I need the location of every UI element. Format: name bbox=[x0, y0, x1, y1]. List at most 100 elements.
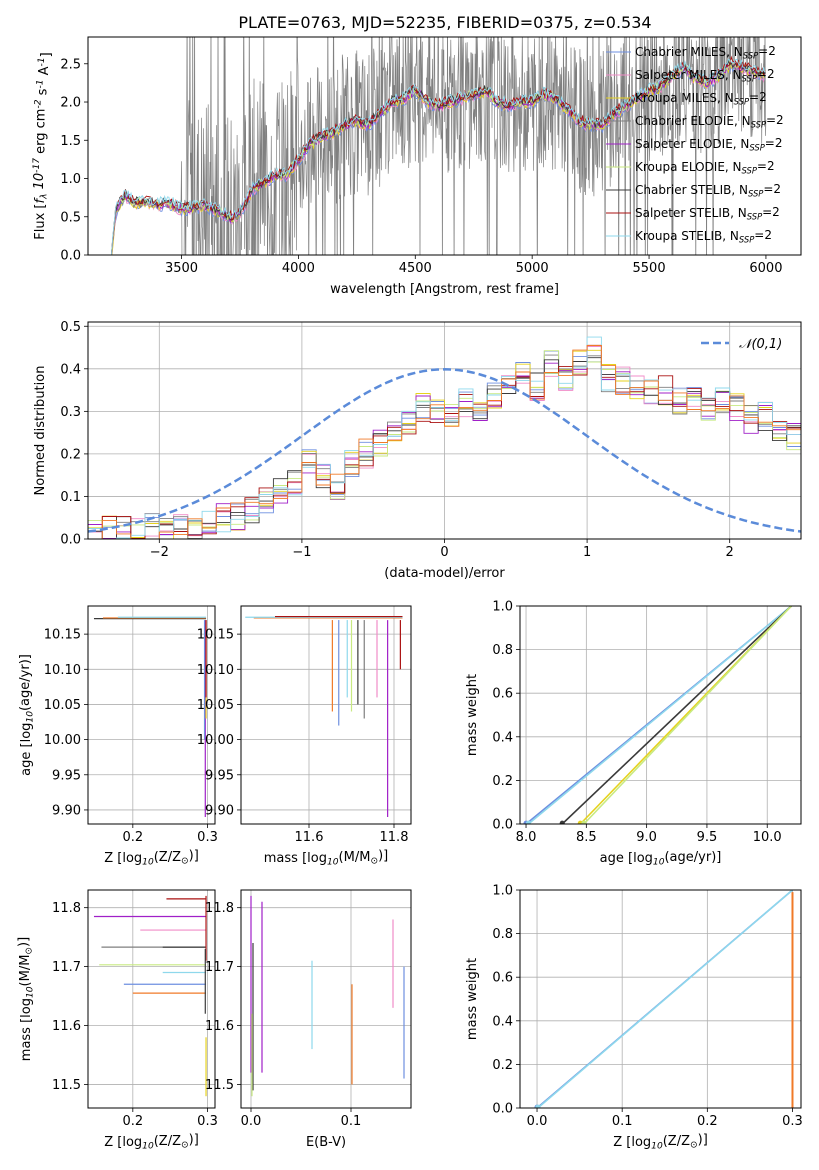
cumulative-weight-line bbox=[583, 606, 792, 824]
plot-content bbox=[520, 606, 801, 824]
y-tick-label: 0.4 bbox=[60, 362, 81, 377]
axes-frame: 0.0 0.1 11.5 11.6 11.7 11.8 E(B-V) bbox=[205, 889, 412, 1150]
x-tick-label: 11.6 bbox=[295, 830, 324, 845]
y-tick-label: 9.95 bbox=[205, 768, 234, 783]
gaussian-reference-line bbox=[88, 368, 801, 533]
y-tick-label: 0.5 bbox=[60, 320, 81, 335]
model-spectrum-line bbox=[111, 58, 766, 255]
y-tick-label: 2.0 bbox=[60, 96, 81, 111]
y-tick-label: 0.4 bbox=[492, 730, 513, 745]
x-tick-label: 4500 bbox=[399, 261, 432, 276]
plot-area bbox=[241, 606, 411, 824]
plot-content bbox=[241, 890, 411, 1108]
y-tick-label: 10.15 bbox=[197, 628, 234, 643]
plot-content bbox=[88, 890, 215, 1108]
y-tick-label: 0.0 bbox=[492, 818, 513, 833]
legend-label: Kroupa ELODIE, NSSP​=2 bbox=[635, 159, 775, 176]
axes-frame: 11.6 11.8 9.90 9.95 10.00 10.05 10.10 10.15 mass… bbox=[197, 605, 412, 868]
histogram-step-line bbox=[88, 346, 801, 539]
weight-marker bbox=[559, 820, 565, 824]
y-tick-label: 0.8 bbox=[492, 927, 513, 942]
y-tick-label: 11.7 bbox=[52, 960, 81, 975]
axes-border bbox=[87, 605, 216, 825]
y-tick-label: 11.5 bbox=[52, 1078, 81, 1093]
age-vs-metallicity-panel: 0.2 0.3 9.90 9.95 10.00 10.05 10.10 10.15 Z [log… bbox=[18, 605, 218, 868]
axes-border bbox=[240, 605, 412, 825]
x-tick-label: 3500 bbox=[165, 261, 198, 276]
y-tick-label: 0.0 bbox=[492, 1102, 513, 1117]
legend-label: Chabrier MILES, NSSP​=2 bbox=[635, 44, 776, 61]
legend-label: Salpeter STELIB, NSSP​=2 bbox=[635, 205, 780, 222]
histogram-step-line bbox=[88, 350, 801, 539]
histogram-step-line bbox=[88, 354, 801, 539]
x-tick-label: 6000 bbox=[749, 261, 782, 276]
y-tick-label: 10.10 bbox=[44, 663, 81, 678]
y-tick-label: 0.2 bbox=[492, 774, 513, 789]
axes-frame: 0.2 0.3 9.90 9.95 10.00 10.05 10.10 10.15 Z [log… bbox=[18, 605, 218, 868]
x-tick-label: 11.8 bbox=[380, 830, 409, 845]
x-tick-label: 0 bbox=[440, 545, 448, 560]
weight-vs-metallicity-panel: 0.0 0.1 0.2 0.3 0.0 0.2 0.4 0.6 0.8 1.0 Z [log10​(… bbox=[465, 884, 803, 1152]
y-tick-label: 0.0 bbox=[60, 533, 81, 548]
axes-border bbox=[240, 889, 412, 1109]
y-tick-label: 1.0 bbox=[492, 884, 513, 899]
y-tick-label: 0.1 bbox=[60, 490, 81, 505]
x-tick-label: 0.0 bbox=[241, 1114, 262, 1129]
x-tick-label: 0.1 bbox=[341, 1114, 362, 1129]
x-axis-label: Z [log10​(Z/Z⊙​)] bbox=[104, 1133, 199, 1152]
weight-marker bbox=[581, 820, 587, 824]
x-tick-label: 0.0 bbox=[527, 1114, 548, 1129]
x-axis-label: E(B-V) bbox=[306, 1135, 346, 1150]
axes-border bbox=[87, 321, 802, 540]
y-tick-label: 11.8 bbox=[205, 901, 234, 916]
legend-label: Salpeter MILES, NSSP​=2 bbox=[635, 67, 775, 84]
y-tick-label: 1.0 bbox=[60, 172, 81, 187]
axes-frame: 8.0 8.5 9.0 9.5 10.0 0.0 0.2 0.4 0.6 0.8 1.0 age [l… bbox=[465, 600, 802, 868]
legend-label: Kroupa STELIB, NSSP​=2 bbox=[635, 228, 772, 245]
cumulative-weight-line bbox=[537, 890, 794, 1108]
y-tick-label: 1.0 bbox=[492, 600, 513, 615]
y-tick-label: 0.8 bbox=[492, 643, 513, 658]
x-tick-label: 4000 bbox=[282, 261, 315, 276]
plot-content bbox=[110, 37, 767, 255]
x-axis-label: mass [log10​(M/M⊙​)] bbox=[264, 849, 388, 868]
x-tick-label: 1 bbox=[583, 545, 591, 560]
y-axis-label: mass weight bbox=[465, 958, 480, 1040]
y-tick-label: 10.05 bbox=[197, 698, 234, 713]
mass-vs-metallicity-panel: 0.2 0.3 11.5 11.6 11.7 11.8 Z [log10​(Z/Z⊙​)] m… bbox=[17, 889, 218, 1152]
model-spectrum-line bbox=[111, 62, 766, 255]
y-tick-label: 10.10 bbox=[197, 663, 234, 678]
weight-marker bbox=[535, 1104, 541, 1108]
x-tick-label: 5500 bbox=[633, 261, 666, 276]
legend-label: Chabrier STELIB, NSSP​=2 bbox=[635, 182, 781, 199]
x-tick-label: 0.2 bbox=[122, 1114, 143, 1129]
x-tick-label: 0.2 bbox=[697, 1114, 718, 1129]
x-axis-label: Z [log10​(Z/Z⊙​)] bbox=[613, 1133, 708, 1152]
x-tick-label: 10.0 bbox=[753, 830, 782, 845]
y-tick-label: 0.6 bbox=[492, 687, 513, 702]
y-tick-label: 9.95 bbox=[52, 768, 81, 783]
x-tick-label: −1 bbox=[292, 545, 311, 560]
histogram-step-line bbox=[88, 357, 801, 539]
plot-content bbox=[241, 606, 411, 824]
x-tick-label: 8.0 bbox=[516, 830, 537, 845]
x-tick-label: 9.0 bbox=[636, 830, 657, 845]
axes-border bbox=[519, 605, 802, 825]
cumulative-weight-line bbox=[527, 606, 792, 824]
x-tick-label: 9.5 bbox=[697, 830, 718, 845]
y-tick-label: 10.15 bbox=[44, 628, 81, 643]
x-axis-label: age [log10​(age/yr)] bbox=[600, 850, 722, 868]
axes-border bbox=[87, 36, 802, 256]
y-tick-label: 0.5 bbox=[60, 210, 81, 225]
y-tick-label: 11.7 bbox=[205, 960, 234, 975]
x-tick-label: 2 bbox=[726, 545, 734, 560]
y-tick-label: 2.5 bbox=[60, 57, 81, 72]
axes-frame: −2 −1 0 1 2 0.0 0.1 0.2 0.3 0.4 0.5 (data-model)/er… bbox=[33, 320, 802, 581]
y-axis-label: Normed distribution bbox=[33, 366, 48, 496]
x-tick-label: 0.2 bbox=[122, 830, 143, 845]
figure-title: PLATE=0763, MJD=52235, FIBERID=0375, z=0… bbox=[238, 13, 651, 32]
y-axis-label: mass [log10​(M/M⊙​)] bbox=[17, 937, 36, 1061]
y-tick-label: 11.8 bbox=[52, 901, 81, 916]
histogram-step-line bbox=[88, 345, 801, 539]
